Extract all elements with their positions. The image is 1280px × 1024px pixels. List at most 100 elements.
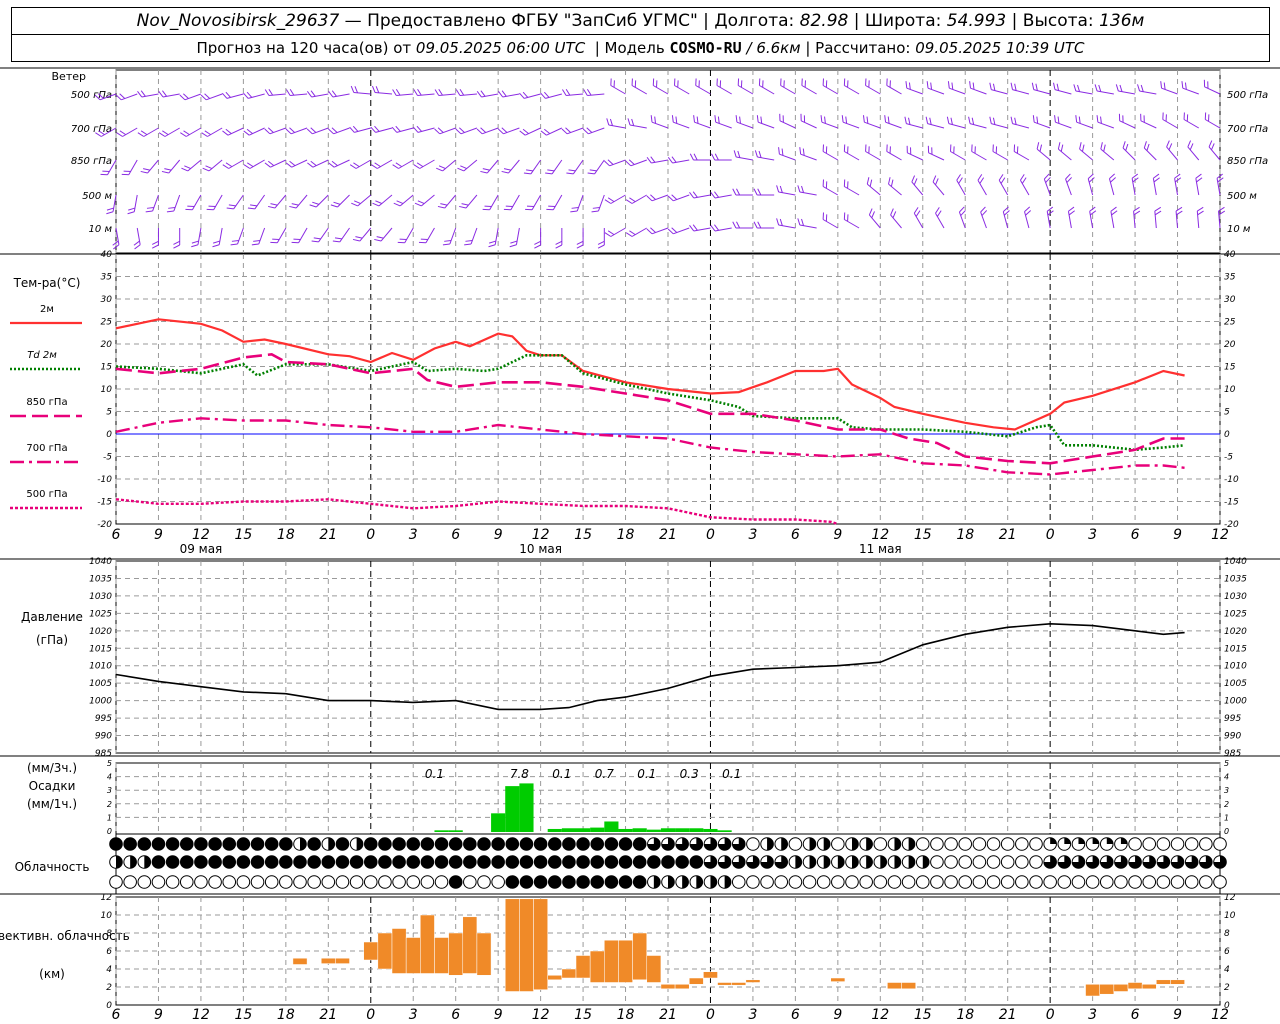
cloud-cover-circle: [1029, 855, 1043, 869]
convective-bar: [575, 955, 591, 979]
wind-barb-feather: [501, 170, 509, 174]
cloud-cover-circle: [958, 875, 973, 889]
wind-barb-feather: [1181, 81, 1184, 89]
wind-barb-feather: [191, 240, 199, 244]
wind-barb-feather: [890, 179, 894, 187]
cloud-cover-fill: [767, 837, 774, 851]
wind-barb-feather: [119, 130, 127, 136]
wind-barb-feather: [98, 130, 105, 136]
cloud-cover-fill: [1064, 837, 1071, 844]
wind-barb: [218, 227, 223, 245]
cloud-cover-fill: [1086, 855, 1099, 869]
wind-barb-feather: [503, 168, 511, 171]
wind-barb: [1089, 211, 1094, 229]
cloud-cover-circle: [1000, 875, 1015, 889]
wind-level-label: 10 м: [89, 224, 113, 235]
wind-barb: [226, 93, 244, 99]
cloud-cover-circle: [972, 855, 987, 869]
wind-barb-feather: [488, 244, 496, 248]
wind-barb: [693, 227, 711, 232]
wind-barb: [991, 123, 1008, 129]
cloud-cover-fill: [774, 855, 788, 869]
y-tick-label-right: 30: [1224, 295, 1236, 305]
wind-barb: [866, 183, 881, 196]
wind-barb-feather: [607, 159, 614, 165]
wind-barb-feather: [184, 165, 191, 169]
wind-barb-feather: [146, 206, 154, 209]
wind-barb: [184, 93, 202, 101]
wind-barb-feather: [779, 185, 783, 193]
x-tick-label: 21: [659, 527, 677, 543]
wind-barb: [486, 159, 499, 174]
wind-barb: [631, 194, 648, 204]
cloud-cover-fill: [704, 837, 717, 851]
x-tick-label: 9: [1173, 527, 1182, 543]
wind-barb-feather: [457, 167, 465, 172]
wind-barb-feather: [968, 116, 971, 124]
y-tick-label-right: -5: [1224, 453, 1233, 463]
wind-barb-feather: [586, 127, 593, 133]
wind-barb: [1108, 178, 1115, 196]
wind-barb-feather: [310, 90, 316, 97]
wind-barb: [864, 121, 881, 129]
wind-barb-feather: [1160, 81, 1163, 89]
lon-value: 82.98: [799, 11, 849, 31]
cloud-cover-circle: [448, 875, 463, 889]
cloud-cover-fill: [1171, 855, 1184, 869]
cloud-cover-circle: [1170, 875, 1185, 889]
x-tick-label: 6: [451, 527, 460, 543]
y-tick-label-right: 1020: [1224, 627, 1247, 637]
cloud-cover-circle: [250, 837, 265, 851]
wind-barb: [508, 159, 520, 174]
x-tick-label-bottom: 9: [494, 1007, 503, 1023]
wind-level-label: 700 гПа: [71, 124, 112, 135]
wind-barb-feather: [960, 210, 966, 216]
cloud-cover-circle: [392, 875, 406, 889]
x-tick-label-bottom: 12: [871, 1007, 889, 1023]
convective-bar: [420, 914, 435, 974]
wind-barb-feather: [204, 130, 211, 136]
cloud-cover-circle: [335, 837, 350, 851]
wind-barb: [779, 120, 796, 129]
cloud-cover-circle: [547, 875, 562, 889]
convective-bar: [604, 939, 619, 983]
cloud-cover-fill: [809, 855, 816, 869]
cloud-cover-circle: [1015, 875, 1029, 889]
wind-barb-feather: [841, 115, 844, 123]
wind-barb: [312, 159, 329, 168]
cloud-cover-circle: [590, 837, 605, 851]
model-name: COSMO-RU: [669, 39, 742, 57]
wind-barb: [886, 151, 902, 161]
wind-barb-feather: [583, 89, 588, 96]
wind-barb-feather: [778, 147, 780, 155]
cloud-cover-circle: [533, 837, 548, 851]
wind-barb-feather: [270, 203, 278, 206]
wind-barb: [991, 89, 1008, 95]
convective-bar: [292, 957, 308, 965]
wind-barb-feather: [1110, 206, 1117, 212]
wind-barb-feather: [355, 236, 363, 239]
wind-barb: [332, 93, 350, 98]
wind-barb-feather: [732, 188, 737, 196]
wind-barb-feather: [1020, 174, 1025, 181]
y-tick-label-right: 1035: [1224, 574, 1247, 584]
wind-barb-feather: [162, 90, 168, 97]
wind-barb-feather: [754, 150, 758, 158]
x-tick-label: 18: [617, 527, 635, 543]
wind-barb: [128, 159, 138, 175]
cloud-cover-circle: [505, 837, 520, 851]
precip-total-label: 7.8: [510, 767, 529, 781]
wind-barb-feather: [597, 244, 605, 249]
cloud-cover-circle: [944, 855, 958, 869]
wind-barb-feather: [739, 116, 741, 124]
wind-barb-feather: [696, 116, 699, 124]
convective-bar: [320, 957, 336, 964]
x-tick-label: 3: [748, 527, 757, 543]
wind-barb-feather: [540, 92, 546, 99]
cloud-cover-circle: [463, 837, 477, 851]
wind-barb-feather: [1039, 144, 1043, 152]
cloud-cover-circle: [1156, 837, 1171, 851]
wind-barb-feather: [650, 194, 656, 200]
cloud-cover-circle: [816, 875, 831, 889]
y-tick-label-left: 1030: [89, 592, 112, 602]
